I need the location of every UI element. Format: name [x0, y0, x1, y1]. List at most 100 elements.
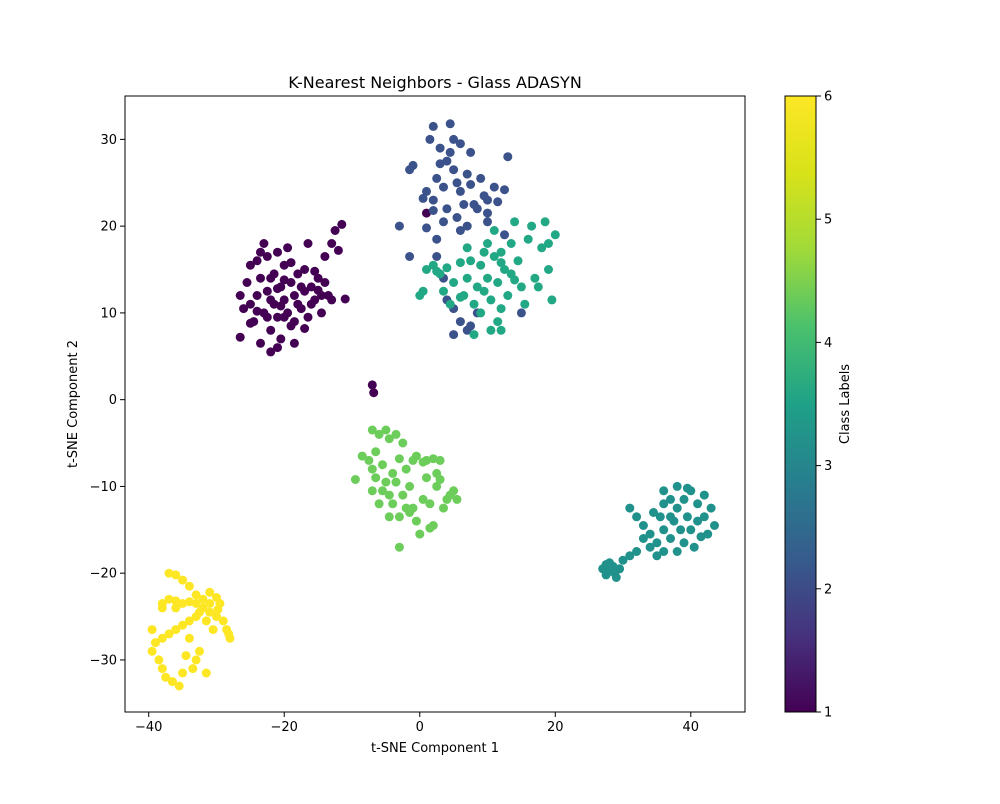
data-point-class-6 — [174, 681, 184, 691]
data-point-class-1 — [303, 312, 313, 322]
data-point-class-1 — [235, 332, 245, 342]
data-point-class-1 — [337, 219, 347, 229]
data-point-class-2 — [439, 182, 448, 192]
data-point-class-1 — [289, 317, 299, 327]
data-point-class-4 — [479, 247, 489, 257]
data-point-class-1 — [300, 324, 310, 333]
data-point-class-4 — [466, 256, 476, 266]
data-point-class-6 — [195, 607, 204, 617]
data-point-class-1 — [286, 258, 296, 268]
data-point-class-3 — [659, 525, 669, 535]
data-point-class-3 — [632, 547, 642, 556]
data-point-class-4 — [455, 258, 465, 268]
data-point-class-5 — [425, 499, 435, 509]
data-point-class-5 — [384, 434, 394, 444]
data-point-class-4 — [439, 286, 448, 296]
data-point-class-6 — [154, 655, 164, 665]
data-point-class-3 — [645, 542, 655, 552]
data-point-class-5 — [364, 455, 374, 465]
data-point-class-3 — [652, 538, 662, 548]
data-point-class-5 — [371, 473, 381, 483]
data-point-class-3 — [632, 512, 642, 522]
data-point-class-1 — [245, 299, 255, 309]
data-point-class-1 — [306, 282, 316, 292]
data-point-class-1 — [252, 256, 262, 266]
data-point-class-3 — [601, 560, 611, 569]
data-point-class-2 — [428, 121, 438, 131]
data-point-class-6 — [212, 612, 221, 622]
data-point-class-6 — [184, 633, 194, 643]
data-point-class-1 — [276, 334, 286, 344]
data-point-class-5 — [378, 460, 387, 470]
data-point-class-5 — [374, 499, 384, 509]
data-point-class-3 — [625, 503, 635, 513]
data-point-class-3 — [672, 547, 682, 556]
data-point-class-3 — [638, 521, 648, 530]
data-point-class-4 — [483, 239, 492, 248]
data-point-class-3 — [699, 512, 709, 522]
data-point-class-2 — [442, 204, 452, 214]
data-point-class-3 — [659, 547, 669, 556]
chart-title: K-Nearest Neighbors - Glass ADASYN — [288, 73, 582, 92]
data-point-class-6 — [213, 605, 223, 615]
data-point-class-5 — [418, 494, 428, 504]
data-point-class-1 — [327, 239, 337, 248]
data-point-class-3 — [666, 512, 675, 522]
data-point-class-2 — [432, 234, 442, 244]
data-point-class-5 — [401, 464, 411, 474]
data-point-class-6 — [224, 629, 234, 639]
data-point-class-6 — [178, 575, 188, 585]
data-point-class-3 — [710, 521, 719, 530]
data-point-class-1 — [320, 252, 330, 261]
data-point-class-1 — [367, 380, 377, 390]
data-point-class-6 — [178, 668, 188, 678]
data-point-class-4 — [472, 282, 482, 292]
data-point-class-5 — [391, 477, 401, 487]
data-point-class-2 — [483, 217, 492, 227]
data-point-class-1 — [279, 260, 289, 270]
data-point-class-2 — [422, 186, 431, 196]
data-point-class-5 — [452, 494, 462, 504]
data-point-class-1 — [256, 338, 265, 348]
colorbar-tick-label: 1 — [824, 706, 832, 721]
data-point-class-2 — [405, 165, 415, 175]
data-point-class-2 — [455, 317, 465, 327]
data-point-class-4 — [537, 243, 547, 253]
data-point-class-1 — [266, 273, 276, 283]
data-point-class-5 — [398, 490, 408, 500]
data-point-class-6 — [191, 590, 201, 600]
data-point-class-2 — [500, 230, 509, 240]
data-point-class-2 — [455, 139, 465, 149]
data-point-class-4 — [445, 299, 455, 309]
data-point-class-5 — [415, 529, 425, 539]
data-point-class-5 — [394, 512, 404, 522]
data-point-class-5 — [394, 454, 404, 464]
data-point-class-3 — [666, 494, 675, 504]
data-point-class-2 — [449, 165, 459, 175]
data-point-class-2 — [483, 208, 492, 218]
x-tick-label: 0 — [416, 720, 424, 735]
data-point-class-4 — [462, 273, 472, 283]
data-point-class-2 — [428, 206, 438, 215]
data-point-class-4 — [493, 317, 503, 327]
data-point-class-3 — [659, 486, 669, 496]
data-point-class-1 — [262, 312, 272, 322]
data-point-class-5 — [350, 475, 360, 484]
data-point-class-3 — [693, 516, 703, 526]
x-tick-label: −20 — [271, 720, 298, 735]
data-point-class-5 — [391, 429, 401, 439]
data-point-class-4 — [476, 308, 486, 318]
data-point-class-4 — [476, 260, 486, 270]
data-point-class-2 — [476, 173, 486, 183]
data-point-class-1 — [320, 278, 330, 287]
data-point-class-2 — [516, 308, 526, 318]
data-point-class-3 — [682, 483, 692, 493]
y-tick-label: 0 — [109, 393, 117, 408]
colorbar-ticks: 1 2 3 4 5 6 — [816, 90, 832, 721]
data-point-class-5 — [367, 464, 377, 474]
data-point-class-3 — [676, 525, 686, 535]
data-point-class-1 — [286, 278, 296, 287]
x-axis: −40 −20 0 20 40 — [135, 712, 699, 735]
data-point-class-4 — [527, 221, 537, 231]
data-point-class-1 — [317, 291, 326, 300]
